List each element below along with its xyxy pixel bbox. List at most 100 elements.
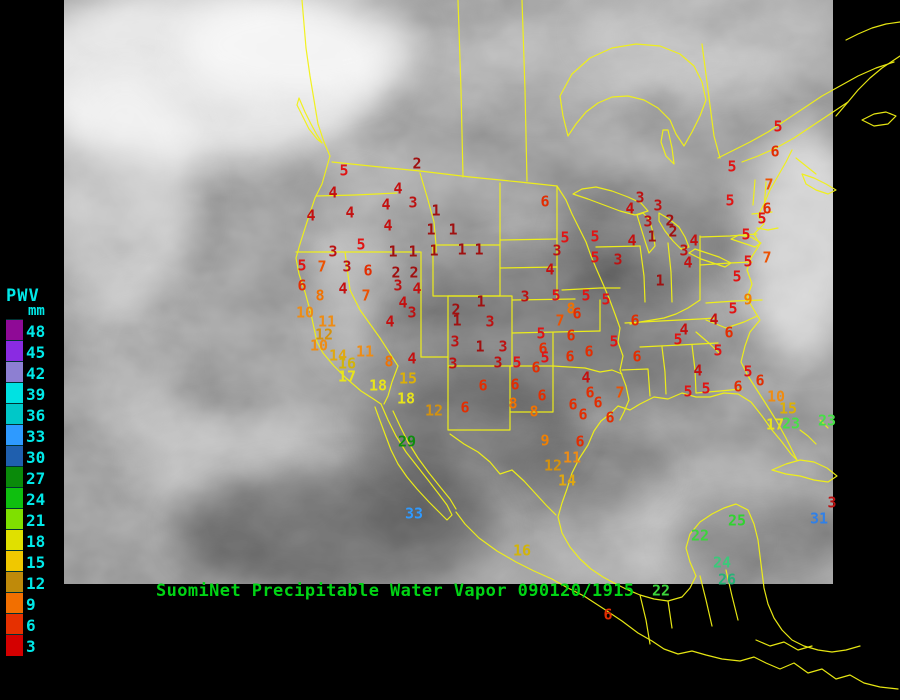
legend-value: 48 <box>26 322 46 341</box>
legend-value: 33 <box>26 427 46 446</box>
station-value: 3 <box>407 303 417 322</box>
station-value: 8 <box>315 286 325 305</box>
legend-value: 6 <box>26 616 36 635</box>
station-value: 5 <box>741 225 751 244</box>
station-value: 4 <box>393 179 403 198</box>
legend-value: 36 <box>26 406 46 425</box>
station-value: 3 <box>393 276 403 295</box>
legend-entry: 45 <box>6 340 66 362</box>
station-value: 4 <box>345 203 355 222</box>
legend-value: 9 <box>26 595 36 614</box>
legend-value: 12 <box>26 574 46 593</box>
station-value: 6 <box>510 375 520 394</box>
station-value: 29 <box>397 432 417 451</box>
station-value: 6 <box>540 192 550 211</box>
legend-entry: 36 <box>6 403 66 425</box>
station-value: 4 <box>689 231 699 250</box>
station-value: 1 <box>452 311 462 330</box>
legend-entries: 48 45 42 39 36 33 30 27 24 21 18 15 12 9 6 3 <box>6 319 66 656</box>
legend-swatch <box>6 571 23 593</box>
station-value: 6 <box>593 393 603 412</box>
station-value: 6 <box>733 377 743 396</box>
product-title: SuomiNet Precipitable Water Vapor 090120… <box>156 581 635 601</box>
station-value: 7 <box>764 175 774 194</box>
station-value: 3 <box>450 332 460 351</box>
station-value: 6 <box>603 605 613 624</box>
station-value: 2 <box>412 154 422 173</box>
station-value: 5 <box>773 117 783 136</box>
station-value: 1 <box>476 292 486 311</box>
legend-entry: 42 <box>6 361 66 383</box>
legend-swatch <box>6 592 23 614</box>
station-value: 3 <box>408 193 418 212</box>
station-value: 6 <box>537 386 547 405</box>
pwv-legend: PWV mm 48 45 42 39 36 33 30 27 24 21 18 15 12 9 6 3 <box>6 288 66 656</box>
station-value: 9 <box>743 290 753 309</box>
station-value: 6 <box>568 395 578 414</box>
station-value: 23 <box>817 411 837 430</box>
station-value: 6 <box>632 347 642 366</box>
legend-swatch <box>6 382 23 404</box>
station-value: 5 <box>590 248 600 267</box>
station-value: 12 <box>543 456 563 475</box>
station-value: 22 <box>651 581 671 600</box>
station-value: 1 <box>408 242 418 261</box>
station-value: 6 <box>578 405 588 424</box>
station-value: 3 <box>498 337 508 356</box>
station-value: 6 <box>572 304 582 323</box>
station-value: 8 <box>566 299 576 318</box>
station-value: 6 <box>762 199 772 218</box>
station-value: 18 <box>368 376 388 395</box>
station-value: 5 <box>356 235 366 254</box>
station-value: 5 <box>743 362 753 381</box>
station-value: 24 <box>712 553 732 572</box>
station-value: 4 <box>306 206 316 225</box>
station-value: 6 <box>585 383 595 402</box>
legend-value: 45 <box>26 343 46 362</box>
station-value: 1 <box>457 240 467 259</box>
station-value: 8 <box>384 352 394 371</box>
station-value: 4 <box>385 312 395 331</box>
station-value: 18 <box>396 389 416 408</box>
legend-swatch <box>6 403 23 425</box>
legend-entry: 21 <box>6 508 66 530</box>
station-value: 5 <box>551 286 561 305</box>
station-value: 5 <box>590 227 600 246</box>
station-value: 12 <box>314 325 334 344</box>
station-value: 7 <box>555 311 565 330</box>
station-value: 3 <box>485 312 495 331</box>
station-value: 3 <box>552 241 562 260</box>
station-value: 6 <box>584 342 594 361</box>
station-value: 1 <box>474 240 484 259</box>
station-value: 6 <box>575 432 585 451</box>
station-value: 4 <box>412 279 422 298</box>
station-value: 10 <box>295 303 315 322</box>
station-value: 3 <box>613 250 623 269</box>
station-value: 3 <box>342 257 352 276</box>
station-value: 4 <box>683 253 693 272</box>
legend-swatch <box>6 550 23 572</box>
station-value: 5 <box>536 324 546 343</box>
station-value: 10 <box>766 387 786 406</box>
station-value: 4 <box>625 199 635 218</box>
station-value: 9 <box>540 431 550 450</box>
station-value: 4 <box>627 231 637 250</box>
station-value: 6 <box>770 142 780 161</box>
station-value: 6 <box>724 323 734 342</box>
legend-value: 15 <box>26 553 46 572</box>
station-value: 2 <box>451 300 461 319</box>
legend-entry: 12 <box>6 571 66 593</box>
legend-swatch <box>6 634 23 656</box>
station-value: 2 <box>668 222 678 241</box>
station-value: 5 <box>581 286 591 305</box>
station-value: 4 <box>581 368 591 387</box>
legend-entry: 30 <box>6 445 66 467</box>
station-value: 4 <box>383 216 393 235</box>
station-value: 4 <box>545 260 555 279</box>
station-value: 11 <box>562 448 582 467</box>
station-value: 33 <box>404 504 424 523</box>
station-value: 5 <box>727 157 737 176</box>
station-value: 16 <box>512 541 532 560</box>
